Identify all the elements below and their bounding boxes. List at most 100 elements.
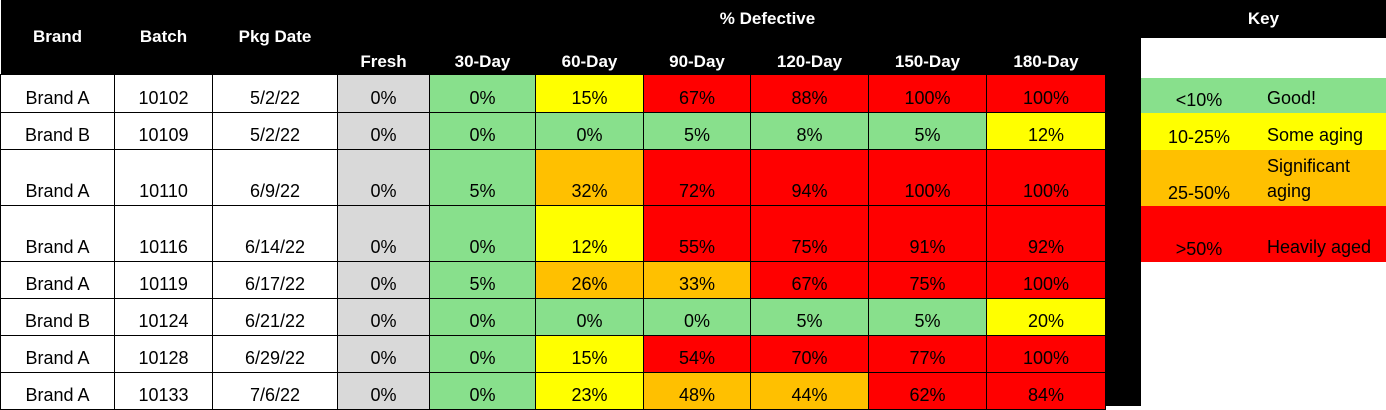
cell-batch[interactable]: 10124	[114, 297, 213, 336]
cell-pkg-date[interactable]: 5/2/22	[212, 73, 338, 113]
cell-defect-60-day[interactable]: 23%	[535, 371, 644, 410]
cell-defect-30-day[interactable]: 0%	[429, 371, 536, 410]
cell-defect-90-day[interactable]: 48%	[643, 371, 751, 410]
cell-defect-120-day[interactable]: 5%	[750, 297, 869, 336]
table-row: Brand A 10133 7/6/22 0% 0% 23% 48% 44% 62% 84%	[0, 371, 1106, 410]
cell-defect-fresh[interactable]: 0%	[337, 204, 430, 262]
cell-defect-30-day[interactable]: 0%	[429, 297, 536, 336]
header-col-120-day: 120-Day	[750, 38, 869, 74]
cell-defect-30-day[interactable]: 0%	[429, 111, 536, 150]
cell-defect-90-day[interactable]: 72%	[643, 148, 751, 206]
cell-defect-90-day[interactable]: 33%	[643, 260, 751, 299]
cell-defect-180-day[interactable]: 100%	[986, 260, 1106, 299]
cell-defect-150-day[interactable]: 5%	[868, 297, 987, 336]
header-spacer	[337, 0, 430, 38]
key-label: Some aging	[1267, 125, 1364, 145]
cell-defect-150-day[interactable]: 100%	[868, 73, 987, 113]
cell-defect-fresh[interactable]: 0%	[337, 334, 430, 373]
key-label: Significant aging	[1267, 156, 1351, 201]
cell-defect-fresh[interactable]: 0%	[337, 371, 430, 410]
key-range: 10-25%	[1167, 127, 1231, 147]
cell-defect-120-day[interactable]: 8%	[750, 111, 869, 150]
cell-pkg-date[interactable]: 6/14/22	[212, 204, 338, 262]
header-brand: Brand	[0, 0, 115, 74]
cell-defect-30-day[interactable]: 0%	[429, 73, 536, 113]
cell-defect-30-day[interactable]: 0%	[429, 334, 536, 373]
key-item: <10% Good!	[1141, 78, 1386, 113]
key-label: Good!	[1267, 88, 1317, 108]
cell-defect-60-day[interactable]: 12%	[535, 204, 644, 262]
cell-defect-150-day[interactable]: 100%	[868, 148, 987, 206]
cell-defect-150-day[interactable]: 91%	[868, 204, 987, 262]
cell-defect-60-day[interactable]: 15%	[535, 73, 644, 113]
cell-batch[interactable]: 10102	[114, 73, 213, 113]
cell-defect-120-day[interactable]: 70%	[750, 334, 869, 373]
cell-defect-90-day[interactable]: 67%	[643, 73, 751, 113]
cell-brand[interactable]: Brand A	[0, 260, 115, 299]
cell-defect-fresh[interactable]: 0%	[337, 111, 430, 150]
cell-brand[interactable]: Brand A	[0, 204, 115, 262]
cell-defect-150-day[interactable]: 62%	[868, 371, 987, 410]
cell-defect-180-day[interactable]: 84%	[986, 371, 1106, 410]
cell-defect-180-day[interactable]: 92%	[986, 204, 1106, 262]
cell-pkg-date[interactable]: 6/29/22	[212, 334, 338, 373]
cell-defect-fresh[interactable]: 0%	[337, 148, 430, 206]
header-pkg-date: Pkg Date	[212, 0, 338, 74]
cell-defect-60-day[interactable]: 0%	[535, 111, 644, 150]
cell-defect-180-day[interactable]: 100%	[986, 334, 1106, 373]
cell-pkg-date[interactable]: 5/2/22	[212, 111, 338, 150]
cell-brand[interactable]: Brand A	[0, 334, 115, 373]
cell-defect-180-day[interactable]: 12%	[986, 111, 1106, 150]
cell-batch[interactable]: 10133	[114, 371, 213, 410]
cell-defect-60-day[interactable]: 0%	[535, 297, 644, 336]
cell-defect-fresh[interactable]: 0%	[337, 73, 430, 113]
cell-defect-150-day[interactable]: 5%	[868, 111, 987, 150]
cell-batch[interactable]: 10128	[114, 334, 213, 373]
cell-brand[interactable]: Brand A	[0, 148, 115, 206]
sub-header-row: Fresh 30-Day 60-Day 90-Day 120-Day 150-Day 180…	[1, 38, 1106, 74]
cell-defect-fresh[interactable]: 0%	[337, 260, 430, 299]
cell-pkg-date[interactable]: 6/17/22	[212, 260, 338, 299]
table-row: Brand A 10102 5/2/22 0% 0% 15% 67% 88% 100% 100%	[0, 73, 1106, 113]
cell-batch[interactable]: 10119	[114, 260, 213, 299]
cell-defect-30-day[interactable]: 5%	[429, 148, 536, 206]
cell-defect-30-day[interactable]: 0%	[429, 204, 536, 262]
cell-defect-120-day[interactable]: 88%	[750, 73, 869, 113]
cell-brand[interactable]: Brand A	[0, 371, 115, 410]
key-item: 10-25% Some aging	[1141, 113, 1386, 150]
cell-batch[interactable]: 10116	[114, 204, 213, 262]
cell-defect-120-day[interactable]: 94%	[750, 148, 869, 206]
key-title: Key	[1141, 0, 1386, 38]
cell-defect-90-day[interactable]: 54%	[643, 334, 751, 373]
cell-defect-30-day[interactable]: 5%	[429, 260, 536, 299]
cell-defect-180-day[interactable]: 100%	[986, 148, 1106, 206]
cell-defect-150-day[interactable]: 75%	[868, 260, 987, 299]
cell-defect-180-day[interactable]: 100%	[986, 73, 1106, 113]
cell-pkg-date[interactable]: 6/21/22	[212, 297, 338, 336]
cell-defect-150-day[interactable]: 77%	[868, 334, 987, 373]
cell-defect-120-day[interactable]: 44%	[750, 371, 869, 410]
cell-brand[interactable]: Brand B	[0, 297, 115, 336]
cell-defect-180-day[interactable]: 20%	[986, 297, 1106, 336]
cell-defect-60-day[interactable]: 26%	[535, 260, 644, 299]
column-divider	[1105, 0, 1141, 406]
cell-brand[interactable]: Brand A	[0, 73, 115, 113]
header-pct-defective: % Defective	[429, 0, 1106, 38]
key-item: >50% Heavily aged	[1141, 206, 1386, 262]
cell-pkg-date[interactable]: 6/9/22	[212, 148, 338, 206]
cell-defect-120-day[interactable]: 67%	[750, 260, 869, 299]
cell-defect-fresh[interactable]: 0%	[337, 297, 430, 336]
defect-table: Brand Batch Pkg Date % Defective Fresh 30…	[0, 0, 1106, 410]
cell-brand[interactable]: Brand B	[0, 111, 115, 150]
key-range: >50%	[1175, 239, 1223, 259]
cell-batch[interactable]: 10110	[114, 148, 213, 206]
cell-defect-90-day[interactable]: 55%	[643, 204, 751, 262]
cell-batch[interactable]: 10109	[114, 111, 213, 150]
cell-defect-60-day[interactable]: 32%	[535, 148, 644, 206]
cell-defect-90-day[interactable]: 5%	[643, 111, 751, 150]
cell-pkg-date[interactable]: 7/6/22	[212, 371, 338, 410]
cell-defect-120-day[interactable]: 75%	[750, 204, 869, 262]
cell-defect-90-day[interactable]: 0%	[643, 297, 751, 336]
cell-defect-60-day[interactable]: 15%	[535, 334, 644, 373]
